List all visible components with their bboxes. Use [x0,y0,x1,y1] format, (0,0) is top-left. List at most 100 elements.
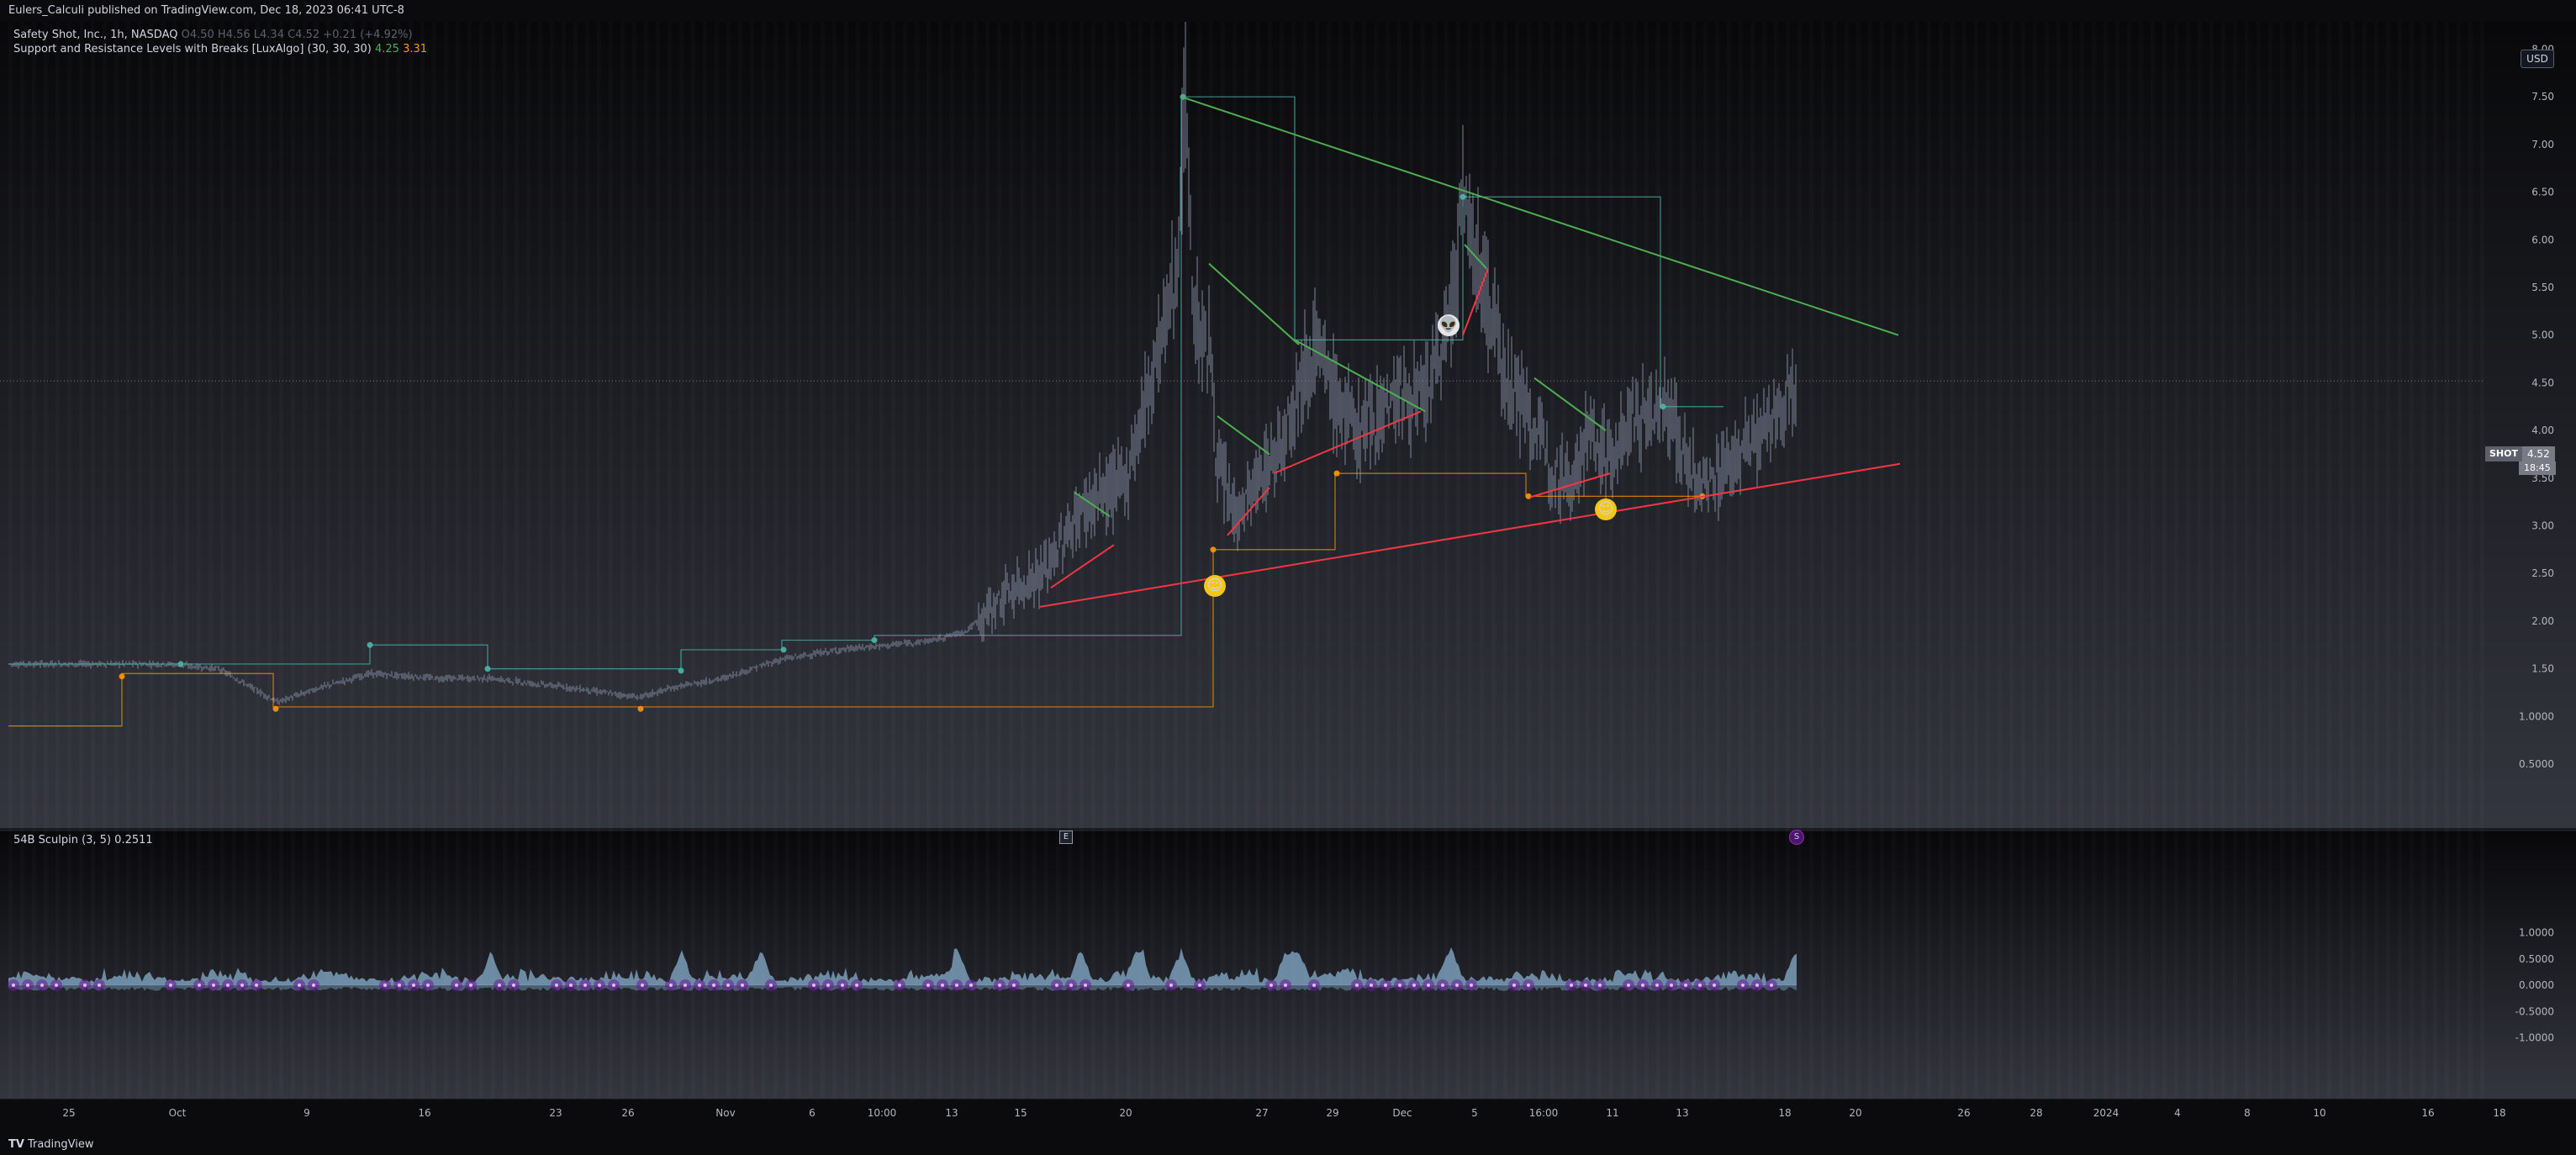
session-stripe [1974,22,1978,1099]
session-stripe [150,22,154,1099]
session-stripe [1833,22,1837,1099]
chart-canvas[interactable]: 0.5000 1.0000 1.50 2.00 2.50 3.00 3.50 4.00 4.50… [0,22,2576,1135]
session-stripe [2151,22,2155,1099]
session-stripe [2033,22,2037,1099]
session-stripe [1903,22,1908,1099]
published-line: Eulers_Calculi published on TradingView.… [8,4,404,17]
session-stripe [432,22,436,1099]
osc-signal-core [255,984,258,987]
osc-signal-core [1412,984,1416,987]
session-stripe [1880,22,1884,1099]
session-stripe [326,22,330,1099]
session-stripe [2104,22,2108,1099]
osc-signal-core [669,984,673,987]
session-stripe [126,22,130,1099]
session-stripe [1303,22,1307,1099]
tradingview-logo[interactable]: TV TradingView [8,1138,93,1151]
session-stripe [220,22,224,1099]
osc-signal-core [812,984,816,987]
session-stripe [209,22,213,1099]
earnings-marker[interactable]: E [1059,831,1073,844]
session-stripe [1162,22,1166,1099]
osc-signal-core [583,984,587,987]
pivot-dot [780,646,787,653]
ohlc-values: O4.50 H4.56 L4.34 C4.52 +0.21 (+4.92%) [181,29,413,41]
osc-signal-core [55,984,58,987]
session-stripe [2457,22,2461,1099]
currency-button[interactable]: USD [2521,50,2554,68]
osc-signal-core [26,984,29,987]
price-tag: SHOT 4.52 [2485,446,2555,461]
session-stripe [55,22,60,1099]
session-stripe [832,22,837,1099]
time-axis-bg [0,1099,2576,1135]
sub-legend-row[interactable]: 54B Sculpin (3, 5) 0.2511 [13,834,153,846]
time-tick-label: 10 [2313,1107,2325,1119]
minor-resistance-line [1464,244,1487,269]
time-tick-label: 11 [1606,1107,1618,1119]
indicator-legend-row[interactable]: Support and Resistance Levels with Break… [13,43,427,55]
time-tick-label: 5 [1471,1107,1478,1119]
session-stripe [2045,22,2049,1099]
osc-signal-core [1355,984,1359,987]
symbol-title[interactable]: Safety Shot, Inc., 1h, NASDAQ [13,29,178,41]
osc-signal-core [726,984,730,987]
session-stripe [385,22,389,1099]
session-stripe [868,22,872,1099]
session-stripe [185,22,189,1099]
time-tick-label: 2024 [2093,1107,2119,1119]
time-tick-label: 25 [62,1107,75,1119]
osc-signal-core [1012,984,1016,987]
osc-signal-core [426,984,430,987]
price-tick-label: 3.00 [2531,520,2554,532]
top-bar: Eulers_Calculi published on TradingView.… [0,0,2576,23]
session-stripe [691,22,695,1099]
session-stripe [1892,22,1896,1099]
pivot-dot [1525,493,1532,499]
time-tick-label: 23 [549,1107,562,1119]
alien-emoji-icon: 👽 [1438,314,1460,336]
session-stripe [2162,22,2167,1099]
pivot-dot [177,661,184,667]
main-legend-row[interactable]: Safety Shot, Inc., 1h, NASDAQ O4.50 H4.5… [13,29,413,41]
time-tick-label: Dec [1392,1107,1412,1119]
time-tick-label: 4 [2174,1107,2181,1119]
session-stripe [503,22,507,1099]
session-stripe [797,22,801,1099]
session-stripe [1397,22,1401,1099]
osc-signal-core [1512,984,1516,987]
osc-signal-core [698,984,701,987]
minor-resistance-line [1217,415,1270,456]
osc-signal-core [712,984,715,987]
pivot-dot [1460,193,1466,200]
session-stripe [1774,22,1778,1099]
session-stripe [1280,22,1284,1099]
session-stripe [1009,22,1013,1099]
session-stripe [2445,22,2449,1099]
session-stripe [550,22,554,1099]
session-stripe [491,22,495,1099]
osc-signal-core [612,984,615,987]
session-stripe [926,22,931,1099]
osc-signal-core [955,984,958,987]
chart-area[interactable]: 0.5000 1.0000 1.50 2.00 2.50 3.00 3.50 4.00 4.50… [0,22,2576,1135]
session-stripe [2398,22,2402,1099]
session-stripe [1609,22,1613,1099]
session-stripe [2209,22,2214,1099]
session-stripe [338,22,342,1099]
session-stripe [1845,22,1849,1099]
session-stripe [773,22,778,1099]
session-stripe [2257,22,2261,1099]
osc-signal-core [240,984,244,987]
sub-indicator-name[interactable]: 54B Sculpin (3, 5) [13,834,112,846]
session-stripe [467,22,472,1099]
time-tick-label: 27 [1255,1107,1268,1119]
session-stripe [2421,22,2426,1099]
split-marker[interactable]: S [1789,830,1804,845]
osc-signal-core [1684,984,1687,987]
indicator-name[interactable]: Support and Resistance Levels with Break… [13,43,372,55]
session-stripe [1809,22,1813,1099]
session-stripe [1021,22,1025,1099]
session-stripe [1680,22,1684,1099]
session-stripe [974,22,978,1099]
